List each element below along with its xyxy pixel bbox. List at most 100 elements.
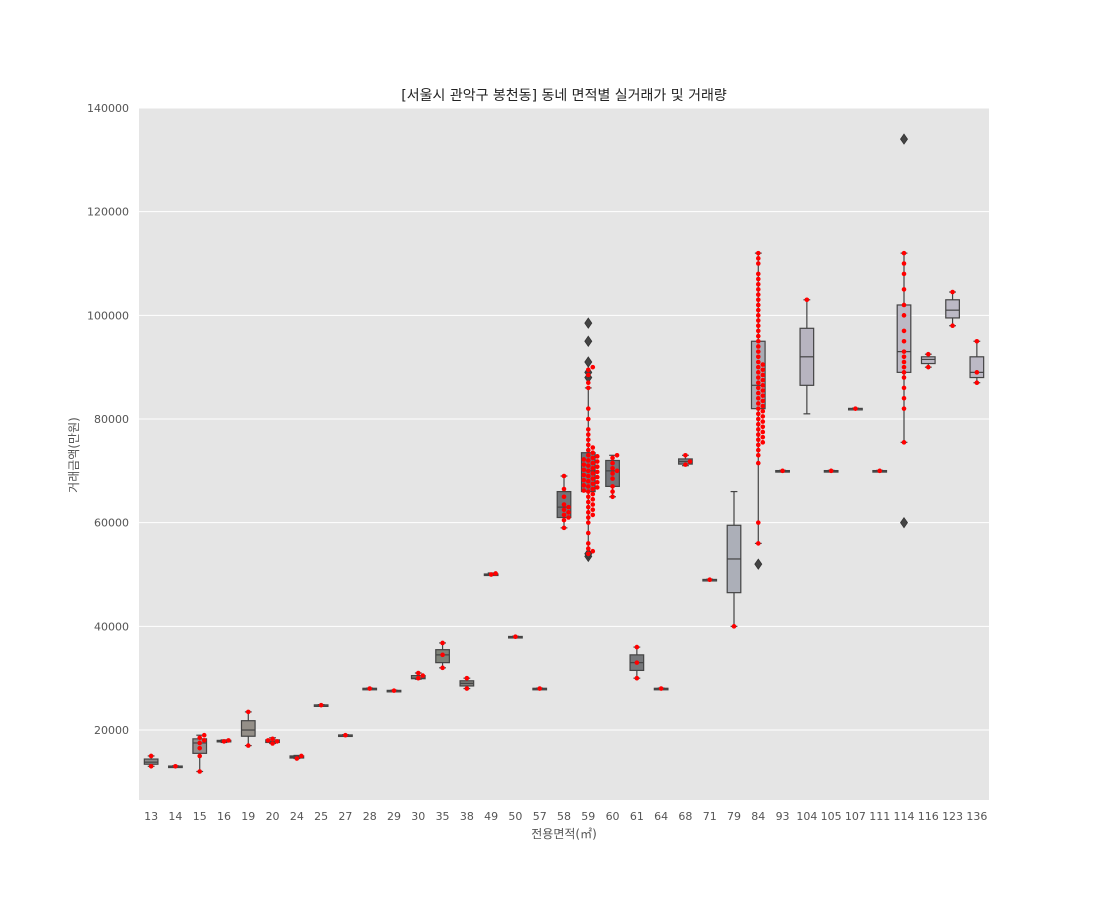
data-point	[440, 652, 445, 658]
data-point	[173, 764, 178, 769]
data-point	[590, 364, 596, 370]
data-point	[755, 318, 761, 323]
data-point	[561, 512, 567, 518]
data-point	[614, 452, 620, 458]
box-body	[240, 720, 256, 737]
data-point	[610, 484, 615, 489]
y-tick-label: 40000	[94, 620, 129, 633]
data-point	[755, 390, 761, 396]
data-point	[594, 474, 600, 480]
data-point	[585, 406, 591, 411]
data-point	[537, 686, 543, 691]
data-point	[585, 380, 591, 386]
data-point	[974, 370, 980, 375]
data-point	[581, 462, 587, 467]
data-point	[590, 471, 596, 476]
data-point	[581, 483, 587, 488]
data-point	[197, 740, 203, 746]
data-point	[590, 497, 596, 502]
box-114	[896, 133, 912, 529]
x-tick-label: 111	[869, 810, 890, 823]
data-point	[245, 743, 251, 748]
data-point	[683, 452, 688, 458]
data-point	[561, 502, 567, 507]
data-point	[566, 510, 571, 515]
data-point	[755, 395, 761, 401]
data-point	[755, 256, 761, 261]
data-point	[760, 408, 766, 414]
data-point	[877, 468, 883, 474]
data-point	[566, 504, 571, 510]
data-point	[755, 297, 761, 303]
data-point	[415, 670, 421, 676]
data-point	[561, 517, 567, 523]
data-point	[590, 465, 596, 471]
data-point	[221, 739, 227, 744]
data-point	[755, 302, 761, 308]
data-point	[610, 460, 615, 466]
data-point	[561, 525, 567, 531]
data-point	[755, 276, 761, 282]
x-tick-label: 14	[168, 810, 182, 823]
data-point	[760, 362, 766, 367]
data-point	[585, 437, 591, 443]
data-point	[901, 359, 907, 365]
data-point	[201, 732, 207, 738]
outlier-marker	[900, 516, 908, 529]
data-point	[590, 491, 596, 497]
data-point	[440, 640, 445, 646]
data-point	[270, 736, 275, 742]
x-tick-label: 28	[363, 810, 377, 823]
data-point	[760, 403, 766, 409]
x-tick-label: 93	[776, 810, 790, 823]
data-point	[343, 732, 348, 738]
data-point	[760, 434, 766, 440]
data-point	[974, 338, 980, 344]
data-point	[760, 372, 766, 378]
x-tick-label: 58	[557, 810, 571, 823]
x-tick-label: 35	[436, 810, 450, 823]
data-point	[299, 753, 304, 759]
x-tick-label: 30	[411, 810, 425, 823]
data-point	[585, 520, 591, 525]
data-point	[590, 512, 596, 518]
data-point	[755, 333, 761, 339]
data-point	[594, 479, 600, 485]
x-tick-label: 123	[942, 810, 963, 823]
data-point	[901, 406, 907, 411]
data-point	[755, 292, 761, 297]
outlier-marker	[754, 558, 763, 570]
data-point	[901, 395, 907, 401]
x-tick-label: 50	[508, 810, 522, 823]
x-tick-label: 38	[460, 810, 474, 823]
x-tick-label: 68	[678, 810, 692, 823]
x-tick-label: 59	[581, 810, 595, 823]
data-point	[760, 393, 766, 398]
data-point	[245, 709, 251, 715]
data-point	[590, 460, 596, 466]
x-tick-label: 64	[654, 810, 668, 823]
data-point	[585, 468, 591, 474]
data-point	[755, 323, 761, 329]
x-tick-label: 13	[144, 810, 158, 823]
data-point	[755, 338, 761, 344]
x-tick-label: 16	[217, 810, 231, 823]
data-point	[594, 485, 600, 490]
data-point	[513, 634, 518, 640]
data-point	[755, 421, 761, 427]
data-point	[760, 383, 766, 388]
outlier-marker	[584, 356, 593, 368]
x-axis-label: 전용면적(㎡)	[531, 827, 597, 841]
data-point	[493, 571, 498, 576]
data-point	[755, 385, 761, 391]
data-point	[901, 385, 907, 391]
data-point	[780, 468, 785, 474]
outlier-marker	[584, 317, 593, 329]
x-tick-label: 104	[796, 810, 817, 823]
x-tick-label: 19	[241, 810, 255, 823]
data-point	[197, 753, 203, 759]
data-point	[755, 416, 761, 422]
data-point	[755, 375, 761, 380]
data-point	[755, 307, 761, 313]
